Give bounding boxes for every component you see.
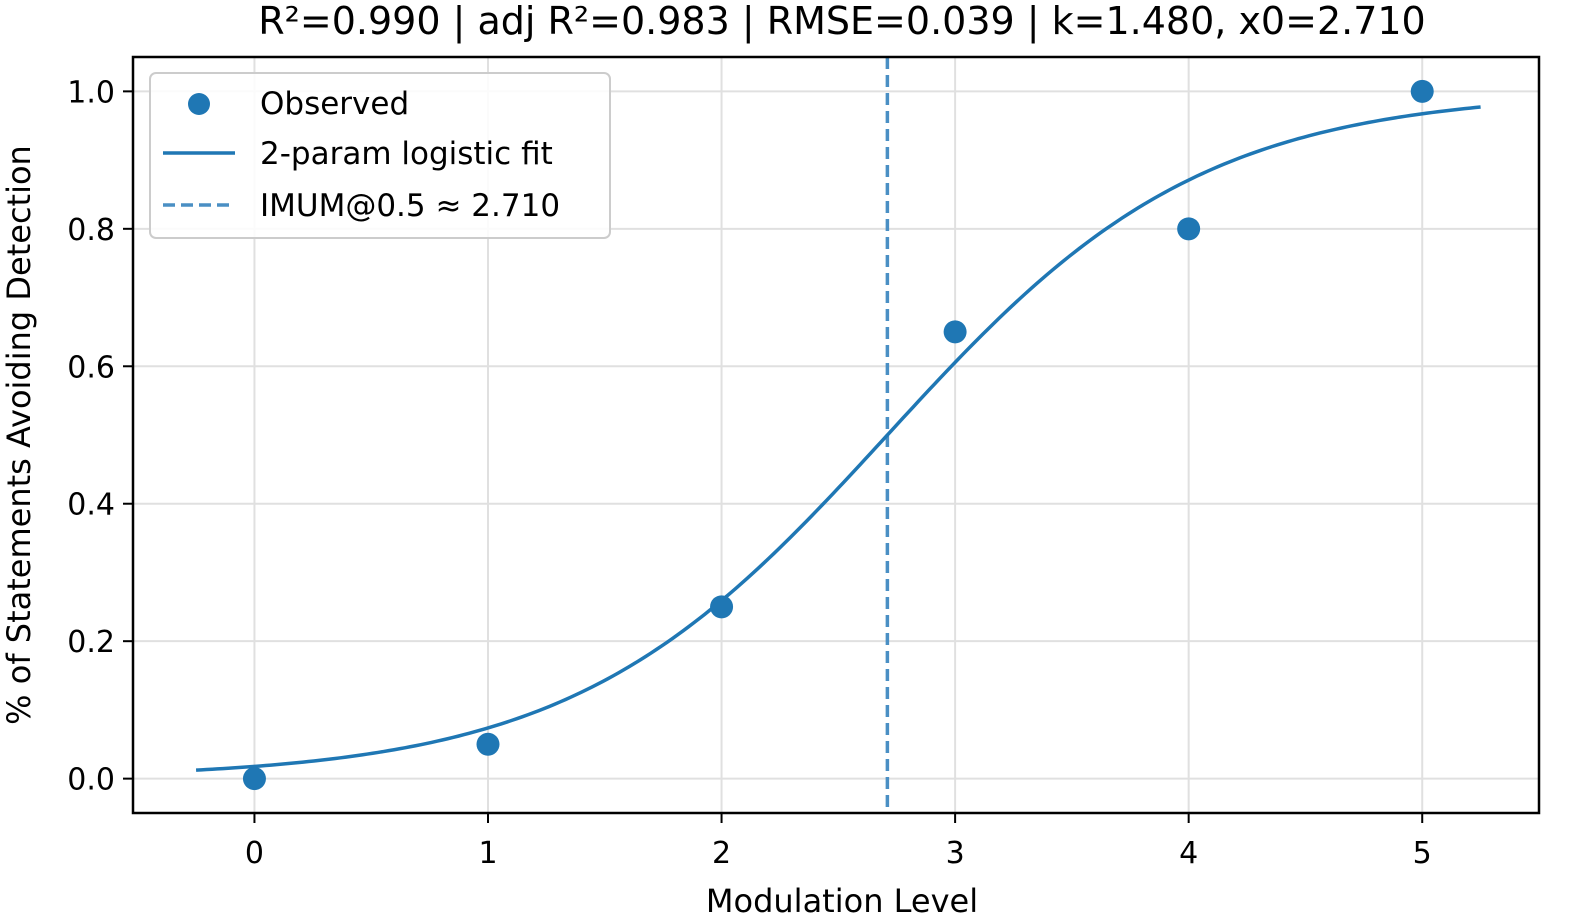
observed-point xyxy=(476,732,500,756)
y-tick-label: 0.0 xyxy=(67,763,115,798)
y-tick-label: 0.8 xyxy=(67,213,115,248)
legend-box xyxy=(149,72,611,239)
x-tick-label: 4 xyxy=(1179,836,1198,871)
legend-observed-label: Observed xyxy=(260,86,409,122)
y-axis-label: % of Statements Avoiding Detection xyxy=(0,145,38,725)
observed-point xyxy=(242,767,266,791)
x-tick-label: 3 xyxy=(946,836,965,871)
legend: Observed 2-param logistic fit IMUM@0.5 ≈… xyxy=(149,72,611,239)
legend-fit-label: 2-param logistic fit xyxy=(260,136,553,172)
legend-observed-marker xyxy=(188,93,210,115)
plot-frame xyxy=(131,55,1541,815)
fit-curve-layer xyxy=(195,105,1481,772)
observed-point xyxy=(943,320,967,344)
y-tick-label: 0.4 xyxy=(67,488,115,523)
y-axis-ticks: 0.0 0.2 0.4 0.6 0.8 1.0 xyxy=(67,75,133,798)
observed-point xyxy=(1177,217,1201,241)
observed-points-layer xyxy=(242,79,1434,791)
x-axis-label: Modulation Level xyxy=(706,882,978,920)
observed-point xyxy=(710,595,734,619)
x-tick-label: 2 xyxy=(712,836,731,871)
y-tick-label: 0.2 xyxy=(67,625,115,660)
legend-threshold-label: IMUM@0.5 ≈ 2.710 xyxy=(260,188,560,224)
x-tick-label: 5 xyxy=(1413,836,1432,871)
x-tick-label: 0 xyxy=(245,836,264,871)
x-tick-label: 1 xyxy=(478,836,497,871)
x-axis-ticks: 0 1 2 3 4 5 xyxy=(245,813,1432,871)
chart-title: R²=0.990 | adj R²=0.983 | RMSE=0.039 | k… xyxy=(258,0,1425,44)
fit-curve xyxy=(195,105,1481,772)
y-tick-label: 1.0 xyxy=(67,75,115,110)
observed-point xyxy=(1410,79,1434,103)
y-tick-label: 0.6 xyxy=(67,350,115,385)
grid xyxy=(133,57,1539,813)
